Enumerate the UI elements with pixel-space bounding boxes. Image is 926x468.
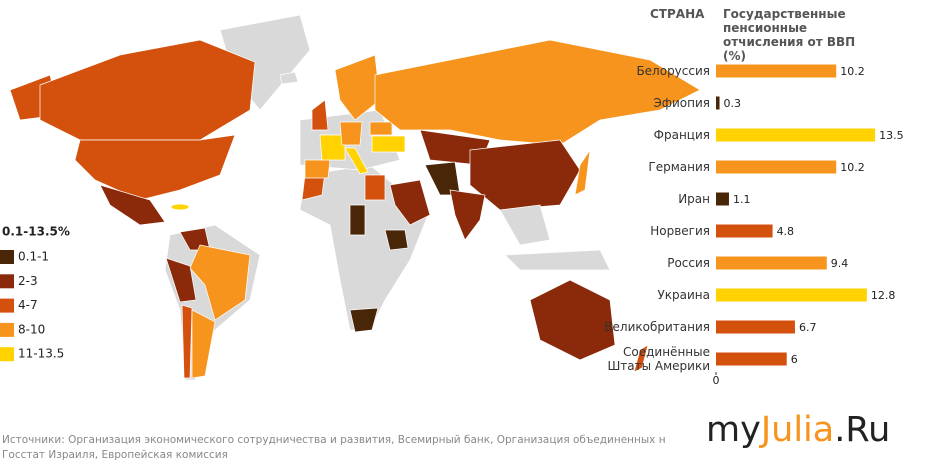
- bar: [716, 96, 720, 110]
- legend-label: 2-3: [18, 274, 38, 288]
- map-region: [469, 139, 581, 211]
- map-region: [374, 39, 701, 146]
- bar: [716, 192, 729, 206]
- legend-swatch: [0, 298, 14, 313]
- map-region: [170, 203, 190, 211]
- value-label: 0.3: [724, 97, 742, 110]
- legend-title: 0.1-13.5%: [2, 225, 70, 239]
- x-tick-label: 0: [713, 374, 720, 387]
- source-text: Госстат Израиля, Европейская комиссия: [2, 449, 228, 461]
- bar: [716, 160, 837, 174]
- map-region: [364, 174, 386, 201]
- map-region: [349, 204, 366, 236]
- map-region: [384, 229, 409, 251]
- map-region: [279, 71, 299, 85]
- value-label: 10.2: [840, 161, 865, 174]
- map-region: [574, 149, 591, 196]
- legend-label: 11-13.5: [18, 347, 64, 361]
- map-region: [191, 309, 216, 379]
- value-label: 4.8: [777, 225, 795, 238]
- bar: [716, 352, 787, 366]
- map-region: [499, 204, 551, 246]
- category-label: Белоруссия: [636, 64, 710, 78]
- category-label: Украина: [657, 288, 710, 302]
- category-label: Иран: [678, 192, 710, 206]
- map-region: [633, 344, 649, 373]
- source-text: Источники: Организация экономического со…: [2, 434, 666, 446]
- map-region: [424, 161, 461, 196]
- map-region: [181, 304, 193, 379]
- category-label: Соединённые Штаты Америки: [607, 345, 710, 373]
- watermark-part: my: [706, 410, 761, 450]
- map-region: [449, 189, 486, 241]
- map-region: [504, 249, 611, 271]
- bar: [716, 320, 795, 334]
- value-label: 6: [791, 353, 798, 366]
- map-region: [371, 135, 406, 153]
- map-region: [99, 184, 166, 226]
- legend-swatch: [0, 322, 14, 337]
- legend-swatch: [0, 347, 14, 362]
- value-label: 9.4: [831, 257, 849, 270]
- bar: [716, 64, 837, 78]
- category-label: Великобритания: [604, 320, 710, 334]
- legend-label: 4-7: [18, 298, 38, 312]
- map-region: [529, 279, 616, 361]
- bar: [716, 256, 827, 270]
- value-label: 1.1: [733, 193, 751, 206]
- bar: [716, 288, 867, 302]
- category-label: Эфиопия: [653, 96, 710, 110]
- category-label: Франция: [653, 128, 710, 142]
- map-region: [304, 159, 331, 179]
- category-label: Норвегия: [650, 224, 710, 238]
- value-label: 6.7: [799, 321, 817, 334]
- bar: [716, 224, 773, 238]
- legend-label: 8-10: [18, 322, 45, 336]
- map-region: [39, 39, 256, 141]
- map-region: [74, 134, 236, 201]
- legend-swatch: [0, 274, 14, 289]
- map-region: [339, 121, 363, 146]
- category-label: Россия: [667, 256, 710, 270]
- map-region: [389, 179, 431, 226]
- category-header: СТРАНА: [650, 7, 705, 21]
- map-region: [311, 99, 329, 131]
- world-map: [9, 14, 701, 381]
- bar: [716, 128, 876, 142]
- category-label: Германия: [648, 160, 710, 174]
- chart-title: Государственные пенсионные отчисления от…: [723, 7, 856, 63]
- map-region: [334, 54, 381, 121]
- map-region: [349, 307, 379, 333]
- value-label: 13.5: [879, 129, 904, 142]
- map-region: [369, 121, 393, 136]
- map-region: [165, 257, 197, 303]
- value-label: 12.8: [871, 289, 896, 302]
- watermark: myJulia.Ru: [706, 410, 890, 450]
- watermark-part: .Ru: [834, 410, 891, 450]
- watermark-part: Julia: [760, 410, 835, 450]
- legend-swatch: [0, 250, 14, 264]
- legend-label: 0.1-1: [18, 250, 49, 264]
- map-region: [319, 134, 346, 161]
- map-region: [344, 147, 369, 175]
- value-label: 10.2: [840, 65, 865, 78]
